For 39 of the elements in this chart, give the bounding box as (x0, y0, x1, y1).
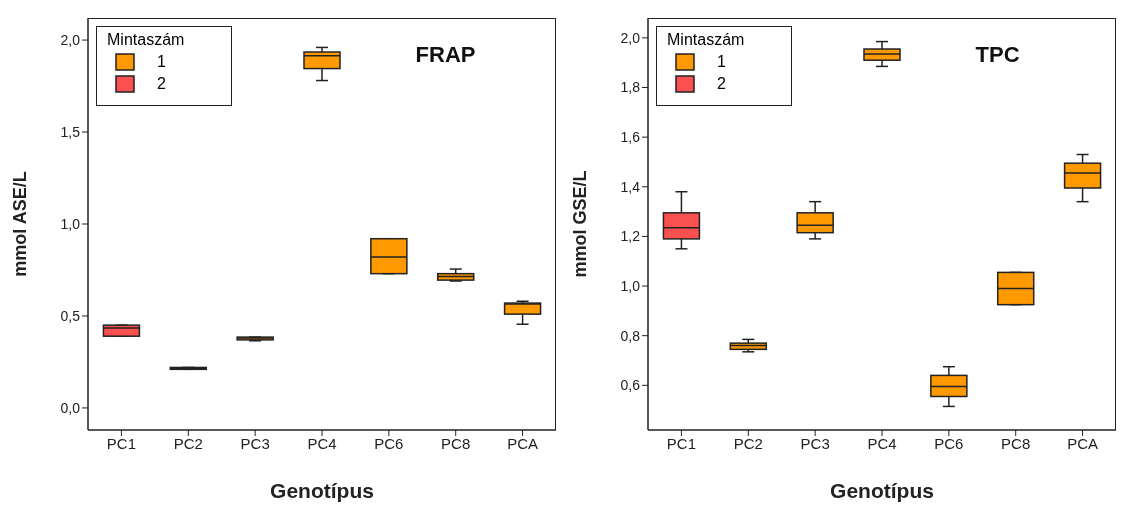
text: FRAP (415, 42, 476, 68)
y-axis-title: mmol ASE/L (10, 171, 31, 277)
legend-label: 2 (717, 75, 726, 93)
x-tick-label: PC4 (867, 434, 897, 452)
x-tick-label: PCA (1067, 434, 1098, 452)
y-tick-label: 2,0 (620, 29, 641, 46)
x-axis-title: Genotípus (830, 479, 934, 502)
x-tick-label: PC8 (1001, 434, 1031, 452)
x-tick-label: PCA (507, 434, 538, 452)
x-tick-label: PC3 (800, 434, 830, 452)
y-axis-title: mmol GSE/L (570, 170, 591, 278)
text: TPC (975, 42, 1020, 68)
x-axis-title: Genotípus (270, 479, 374, 502)
legend-label: 1 (157, 53, 166, 71)
y-tick-label: 1,0 (60, 215, 81, 232)
y-tick-label: 0,5 (60, 307, 81, 324)
y-tick-label: 0,0 (60, 399, 81, 416)
x-tick-label: PC8 (441, 434, 471, 452)
y-tick-label: 1,8 (620, 79, 641, 96)
legend-title: Mintaszám (107, 31, 186, 49)
y-tick-label: 1,0 (620, 278, 641, 295)
x-tick-label: PC4 (307, 434, 337, 452)
legend-title: Mintaszám (667, 31, 746, 49)
x-tick-label: PC2 (173, 434, 203, 452)
legend-label: 2 (157, 75, 166, 93)
x-tick-label: PC6 (374, 434, 404, 452)
legend-label: 1 (717, 53, 726, 71)
y-tick-label: 1,5 (60, 124, 81, 141)
x-tick-label: PC6 (934, 434, 964, 452)
x-tick-label: PC1 (106, 434, 137, 452)
y-tick-label: 0,8 (620, 327, 641, 344)
x-tick-label: PC2 (733, 434, 763, 452)
x-tick-label: PC1 (666, 434, 697, 452)
y-tick-label: 1,6 (620, 129, 641, 146)
x-tick-label: PC3 (240, 434, 270, 452)
y-tick-label: 2,0 (60, 32, 81, 49)
y-tick-label: 0,6 (620, 377, 641, 394)
y-tick-label: 1,4 (620, 178, 641, 195)
y-tick-label: 1,2 (620, 228, 641, 245)
